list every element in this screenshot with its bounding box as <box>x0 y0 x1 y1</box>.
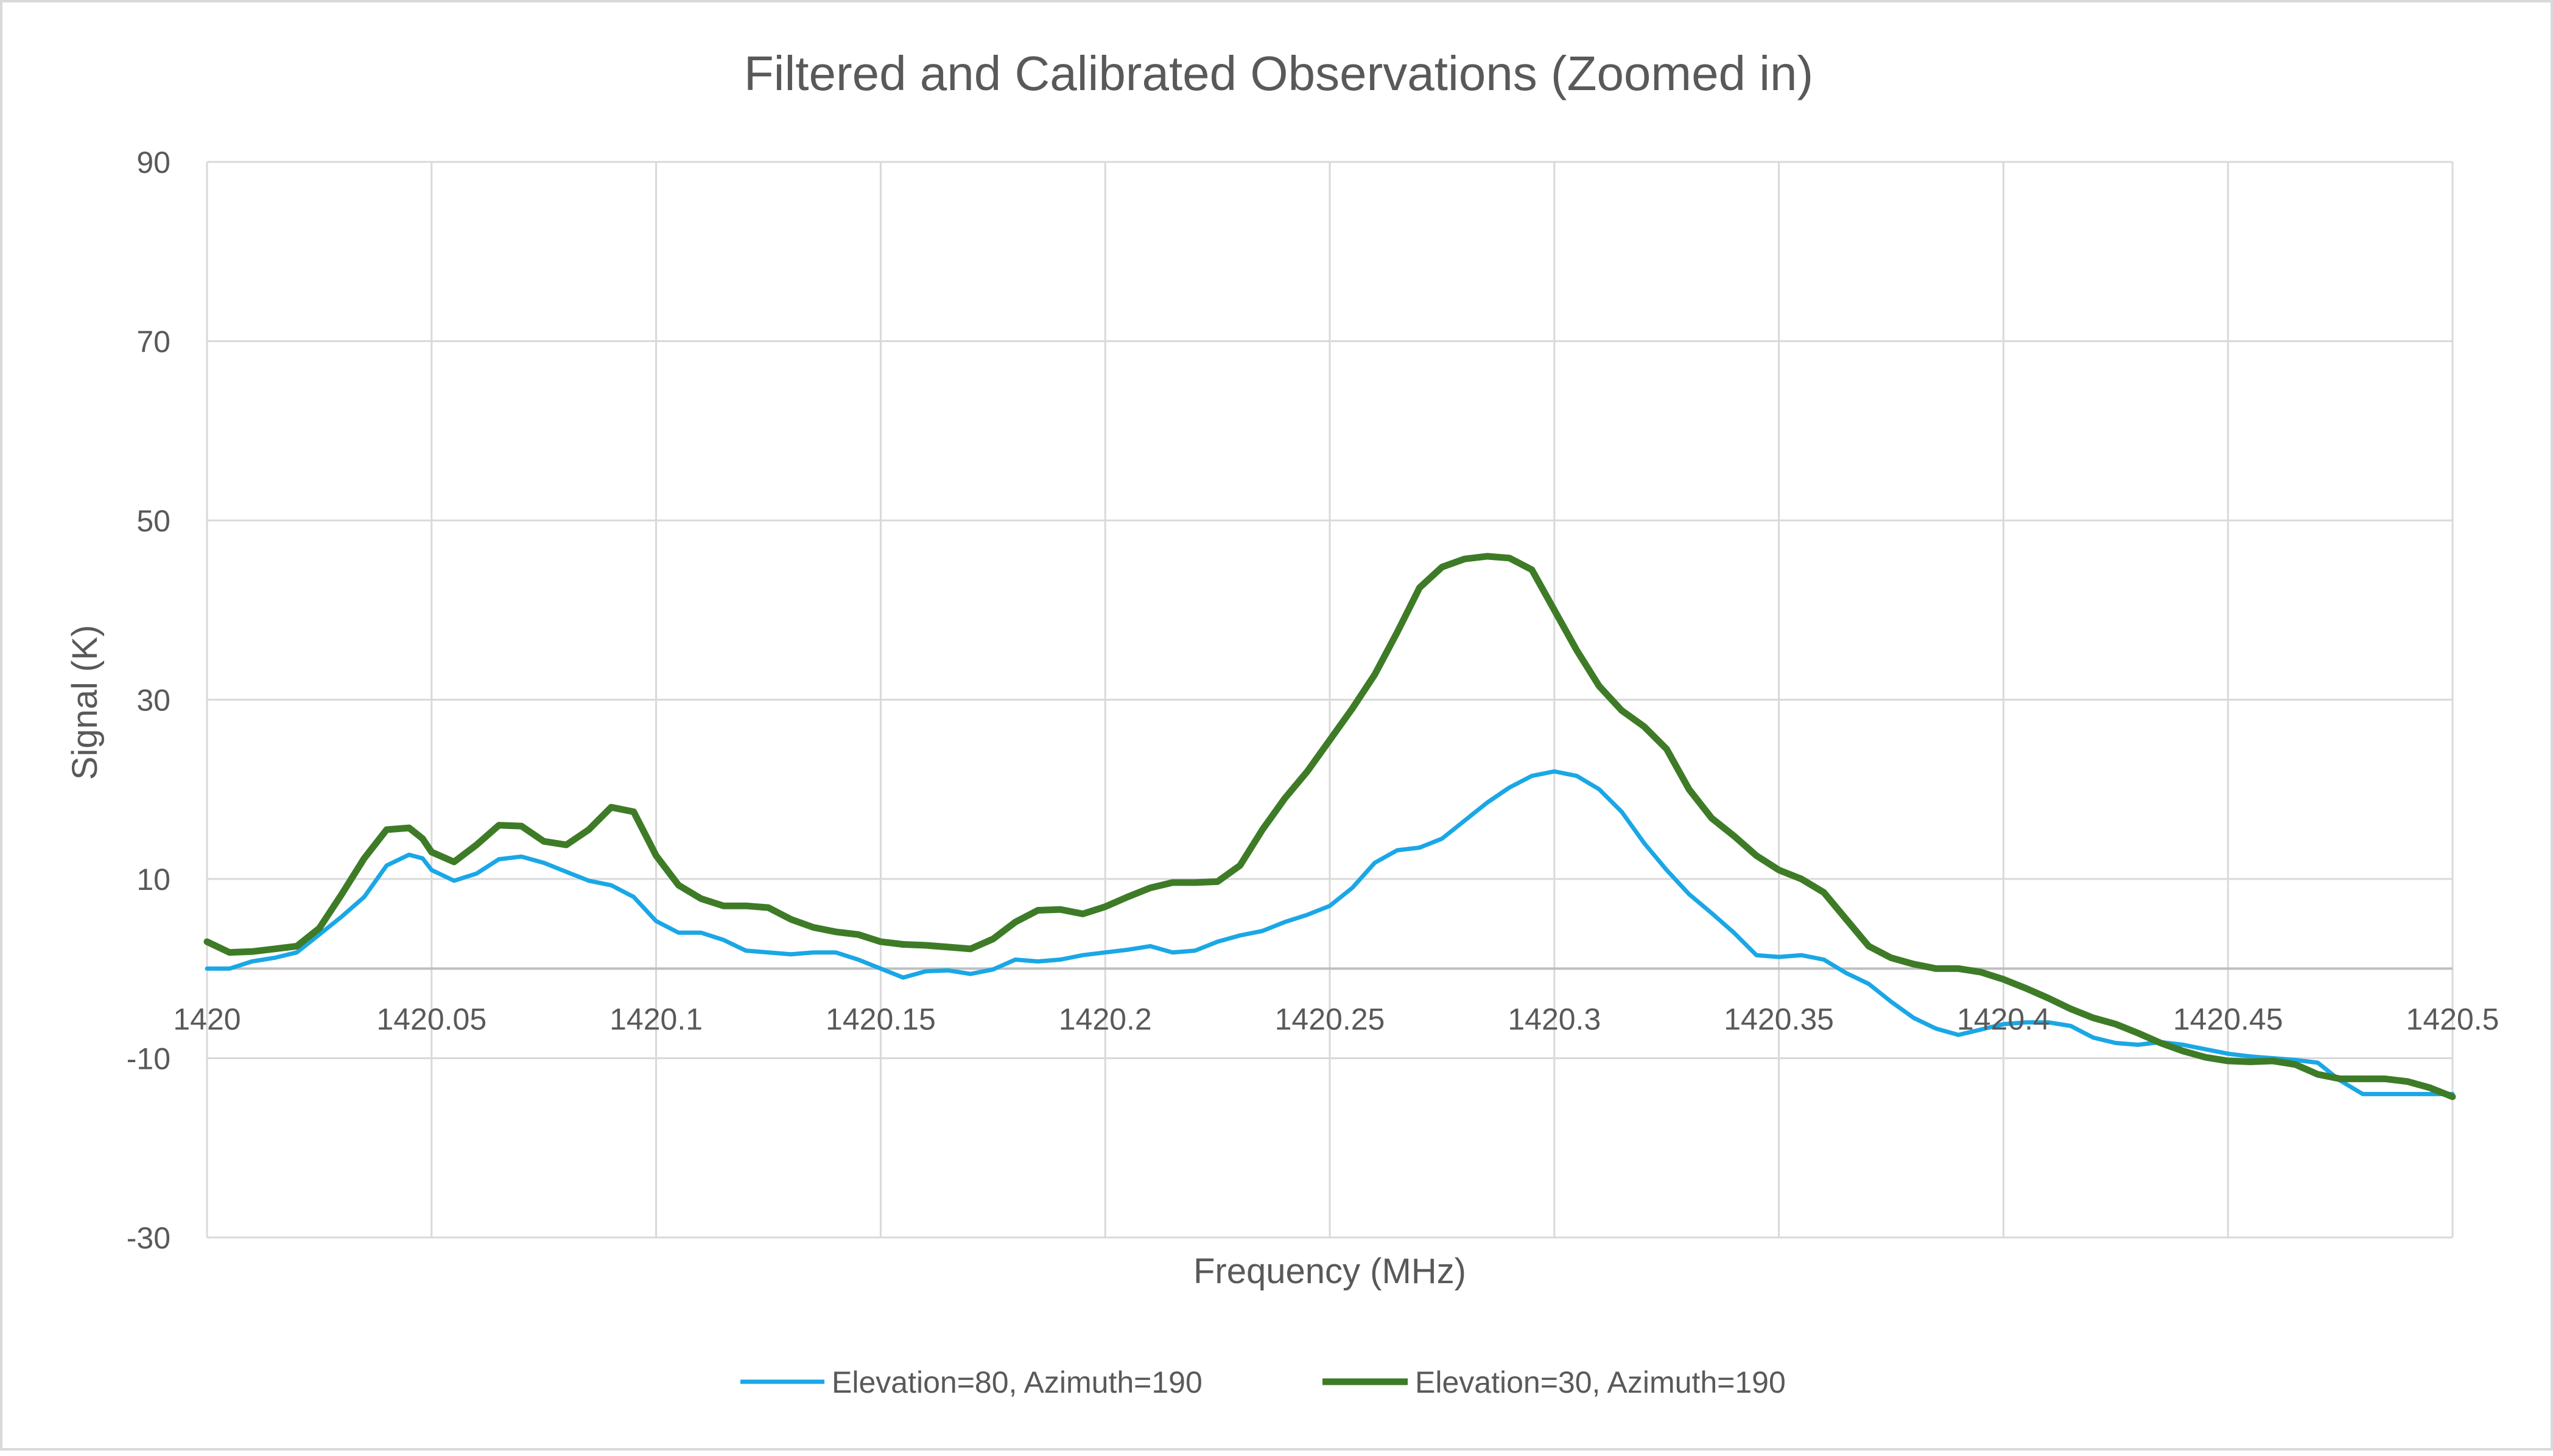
y-tick-label: -10 <box>127 1042 170 1076</box>
y-axis-title: Signal (K) <box>65 625 105 780</box>
x-tick-label: 1420.05 <box>376 1002 486 1036</box>
legend: Elevation=80, Azimuth=190 Elevation=30, A… <box>740 1365 1786 1399</box>
series-layer <box>203 553 2456 1101</box>
y-tick-label: 10 <box>136 863 170 897</box>
x-tick-label: 1420 <box>173 1002 241 1036</box>
x-axis-title: Frequency (MHz) <box>1193 1251 1466 1291</box>
x-tick-label: 1420.1 <box>609 1002 703 1036</box>
y-tick-label: 90 <box>136 145 170 180</box>
y-tick-label: 30 <box>136 684 170 718</box>
x-tick-label: 1420.45 <box>2173 1002 2283 1036</box>
x-tick-label: 1420.5 <box>2406 1002 2499 1036</box>
grid-layer <box>206 161 2454 1239</box>
y-tick-label: 70 <box>136 325 170 359</box>
legend-label-2: Elevation=30, Azimuth=190 <box>1415 1365 1786 1399</box>
tick-label-layer: -30 -10 10 30 50 70 90 1420 1420.05 1420.1 1420.15… <box>127 145 2499 1255</box>
y-tick-label: 50 <box>136 504 170 538</box>
x-tick-label: 1420.3 <box>1508 1002 1601 1036</box>
x-tick-label: 1420.25 <box>1275 1002 1385 1036</box>
x-tick-label: 1420.15 <box>826 1002 936 1036</box>
legend-label-1: Elevation=80, Azimuth=190 <box>832 1365 1203 1399</box>
y-tick-label: -30 <box>127 1221 170 1255</box>
series-line-2 <box>203 553 2456 1101</box>
x-tick-label: 1420.35 <box>1724 1002 1834 1036</box>
series-line-1 <box>205 769 2455 1096</box>
chart-title: Filtered and Calibrated Observations (Zo… <box>744 46 1813 100</box>
x-tick-label: 1420.4 <box>1957 1002 2050 1036</box>
x-tick-label: 1420.2 <box>1059 1002 1152 1036</box>
